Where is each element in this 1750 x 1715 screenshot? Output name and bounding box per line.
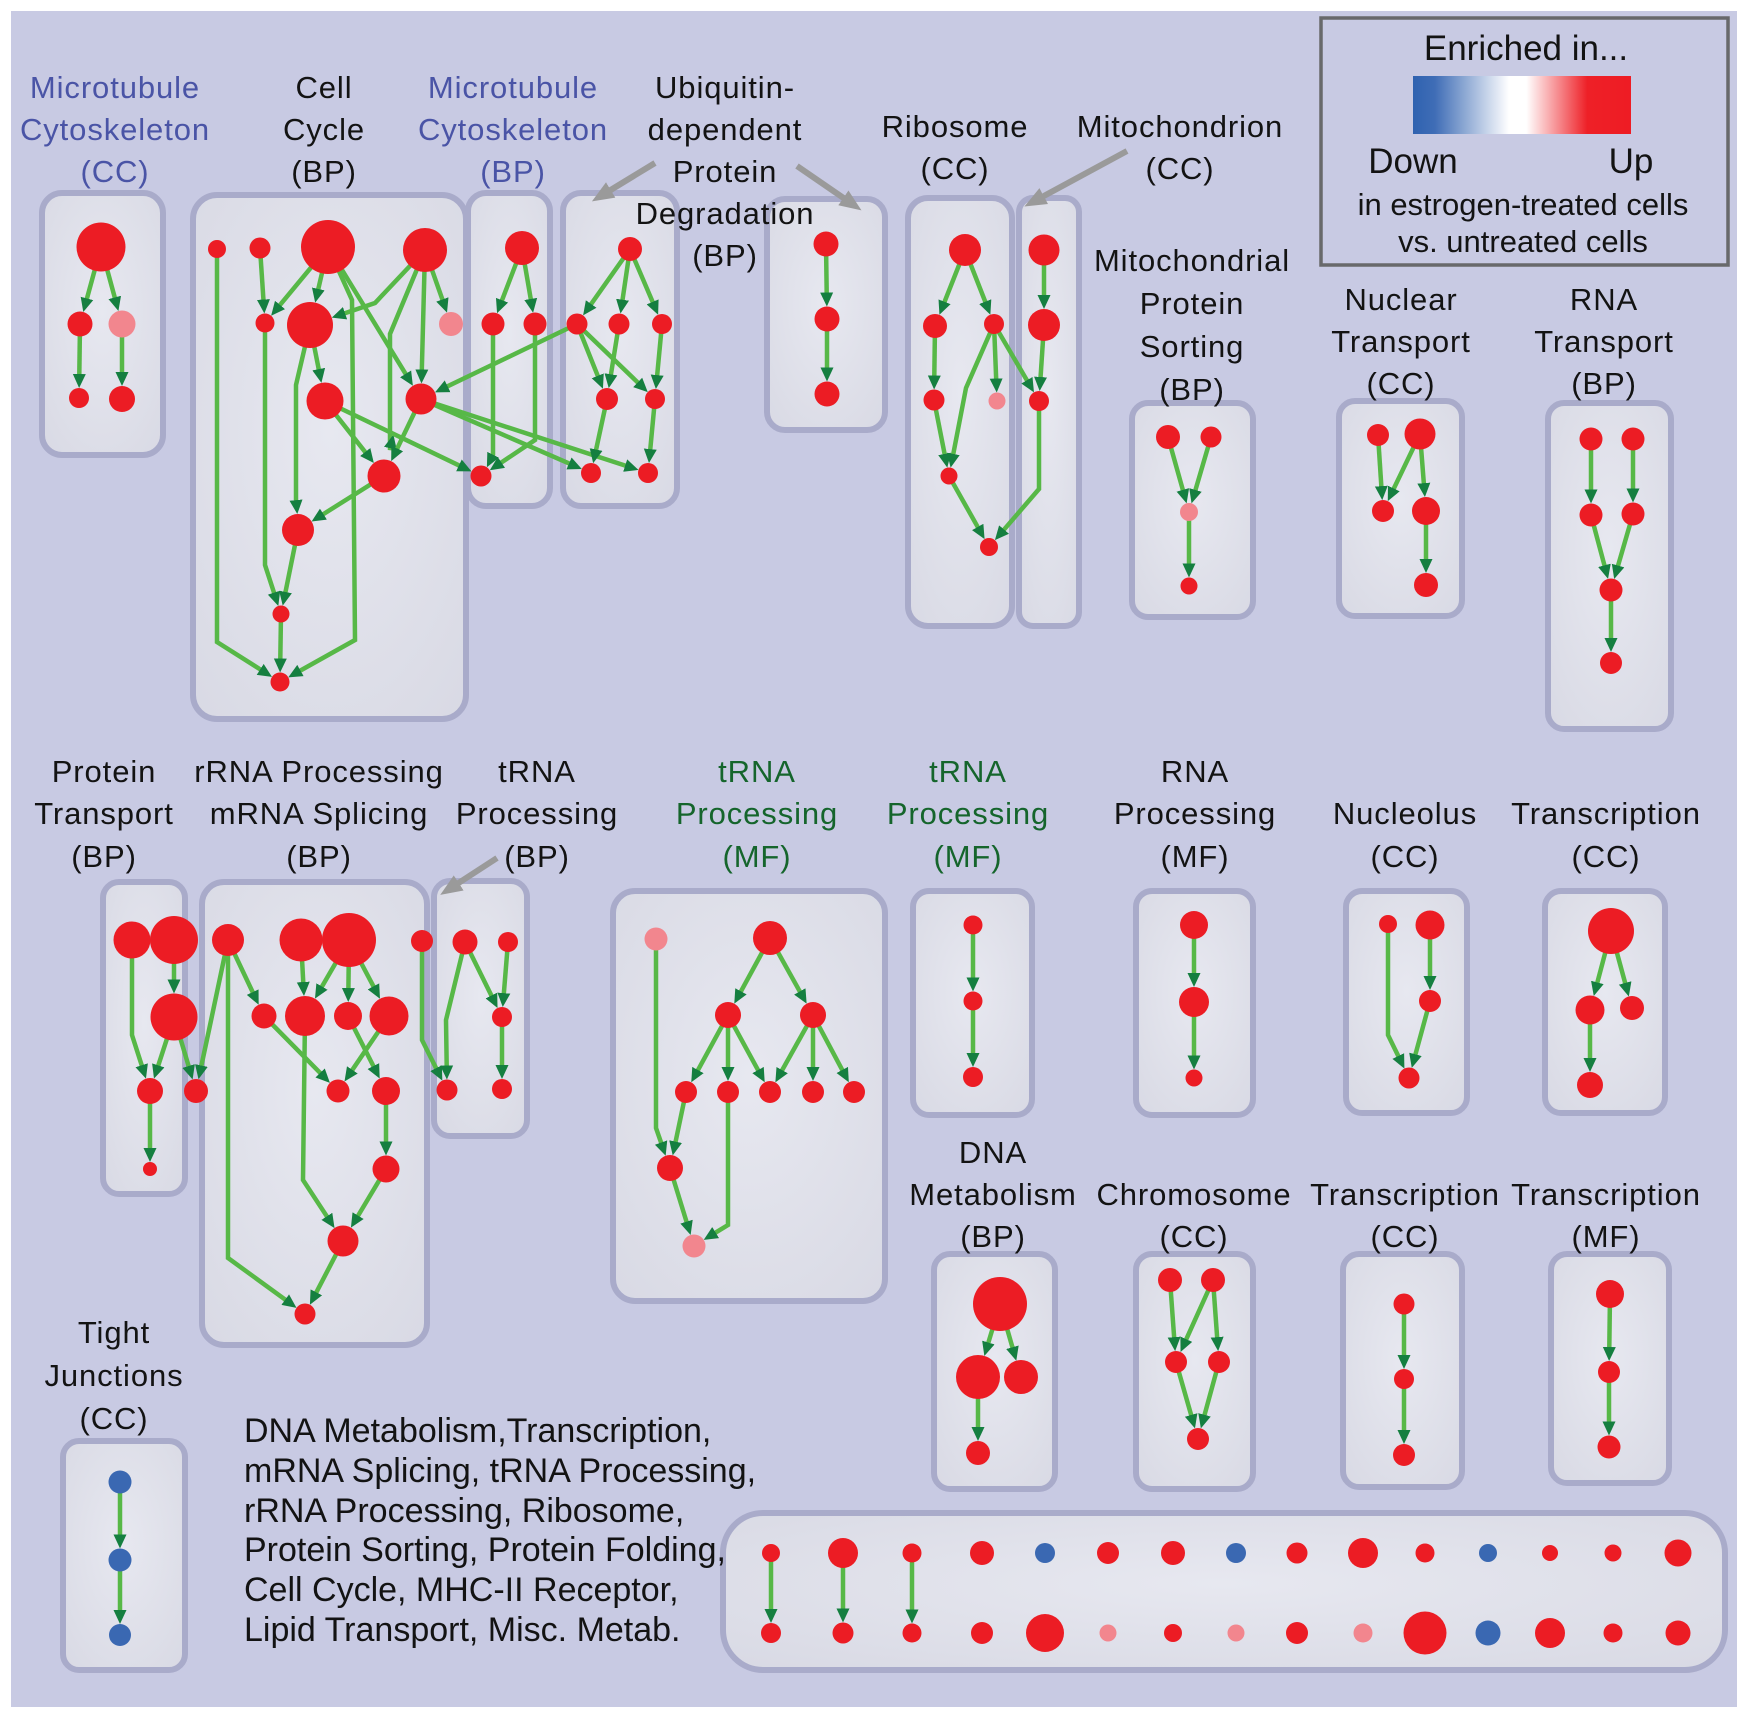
- svg-text:(BP): (BP): [286, 839, 352, 874]
- svg-text:(CC): (CC): [1159, 1219, 1228, 1254]
- svg-text:Processing: Processing: [456, 796, 618, 831]
- svg-text:(CC): (CC): [1370, 839, 1439, 874]
- svg-text:Degradation: Degradation: [636, 196, 815, 231]
- svg-text:(BP): (BP): [1159, 372, 1225, 407]
- svg-text:(BP): (BP): [504, 839, 570, 874]
- svg-text:tRNA: tRNA: [929, 754, 1007, 789]
- svg-text:Microtubule: Microtubule: [428, 70, 598, 105]
- svg-text:(CC): (CC): [920, 151, 989, 186]
- svg-text:tRNA: tRNA: [718, 754, 796, 789]
- svg-text:Sorting: Sorting: [1140, 329, 1245, 364]
- svg-text:Cell Cycle, MHC-II Receptor,: Cell Cycle, MHC-II Receptor,: [244, 1571, 679, 1609]
- svg-text:(BP): (BP): [480, 154, 546, 189]
- svg-text:Enriched in...: Enriched in...: [1424, 29, 1628, 68]
- svg-text:Junctions: Junctions: [44, 1358, 183, 1393]
- svg-text:Protein Sorting, Protein Foldi: Protein Sorting, Protein Folding,: [244, 1531, 726, 1569]
- svg-text:Transport: Transport: [34, 796, 174, 831]
- svg-text:(BP): (BP): [692, 238, 758, 273]
- svg-text:(CC): (CC): [1145, 151, 1214, 186]
- svg-text:mRNA Splicing, tRNA Processing: mRNA Splicing, tRNA Processing,: [244, 1452, 756, 1490]
- svg-text:Processing: Processing: [887, 796, 1049, 831]
- svg-text:RNA: RNA: [1161, 754, 1229, 789]
- svg-text:Transport: Transport: [1534, 324, 1674, 359]
- svg-text:Protein: Protein: [1140, 286, 1245, 321]
- svg-text:(BP): (BP): [71, 839, 137, 874]
- svg-text:Lipid Transport, Misc. Metab.: Lipid Transport, Misc. Metab.: [244, 1611, 681, 1649]
- svg-text:Tight: Tight: [78, 1315, 150, 1350]
- svg-text:(BP): (BP): [960, 1219, 1026, 1254]
- svg-text:(BP): (BP): [291, 154, 357, 189]
- svg-text:Nuclear: Nuclear: [1344, 282, 1457, 317]
- svg-text:Metabolism: Metabolism: [909, 1177, 1077, 1212]
- svg-text:Chromosome: Chromosome: [1096, 1177, 1291, 1212]
- svg-text:rRNA Processing, Ribosome,: rRNA Processing, Ribosome,: [244, 1492, 684, 1530]
- svg-text:Up: Up: [1609, 142, 1654, 181]
- svg-text:Cytoskeleton: Cytoskeleton: [418, 112, 608, 147]
- svg-text:rRNA Processing: rRNA Processing: [194, 754, 444, 789]
- svg-text:DNA: DNA: [959, 1135, 1027, 1170]
- svg-text:in estrogen-treated cells: in estrogen-treated cells: [1358, 187, 1689, 222]
- svg-text:Transcription: Transcription: [1511, 796, 1701, 831]
- svg-text:(MF): (MF): [1571, 1219, 1640, 1254]
- svg-text:RNA: RNA: [1570, 282, 1638, 317]
- svg-text:Mitochondrion: Mitochondrion: [1077, 109, 1283, 144]
- svg-text:tRNA: tRNA: [498, 754, 576, 789]
- svg-text:(CC): (CC): [1366, 366, 1435, 401]
- svg-text:mRNA Splicing: mRNA Splicing: [210, 796, 428, 831]
- svg-text:Microtubule: Microtubule: [30, 70, 200, 105]
- svg-text:Cell: Cell: [295, 70, 352, 105]
- svg-text:(CC): (CC): [1571, 839, 1640, 874]
- svg-text:Processing: Processing: [1114, 796, 1276, 831]
- svg-text:DNA Metabolism,Transcription,: DNA Metabolism,Transcription,: [244, 1412, 711, 1450]
- svg-text:vs. untreated cells: vs. untreated cells: [1398, 224, 1648, 259]
- svg-text:Ribosome: Ribosome: [882, 109, 1029, 144]
- svg-text:Transcription: Transcription: [1310, 1177, 1500, 1212]
- svg-text:Cycle: Cycle: [283, 112, 365, 147]
- svg-text:Ubiquitin-: Ubiquitin-: [655, 70, 795, 105]
- svg-text:(MF): (MF): [1160, 839, 1229, 874]
- svg-text:(MF): (MF): [722, 839, 791, 874]
- svg-text:(MF): (MF): [933, 839, 1002, 874]
- svg-text:Processing: Processing: [676, 796, 838, 831]
- svg-text:(CC): (CC): [80, 154, 149, 189]
- svg-text:Nucleolus: Nucleolus: [1333, 796, 1477, 831]
- svg-text:Transcription: Transcription: [1511, 1177, 1701, 1212]
- svg-text:Mitochondrial: Mitochondrial: [1094, 243, 1290, 278]
- svg-text:Cytoskeleton: Cytoskeleton: [20, 112, 210, 147]
- svg-text:Protein: Protein: [673, 154, 778, 189]
- svg-text:(BP): (BP): [1571, 366, 1637, 401]
- svg-text:Transport: Transport: [1331, 324, 1471, 359]
- svg-text:Down: Down: [1368, 142, 1457, 181]
- svg-text:dependent: dependent: [648, 112, 803, 147]
- svg-text:(CC): (CC): [1370, 1219, 1439, 1254]
- svg-text:(CC): (CC): [79, 1401, 148, 1436]
- svg-text:Protein: Protein: [52, 754, 157, 789]
